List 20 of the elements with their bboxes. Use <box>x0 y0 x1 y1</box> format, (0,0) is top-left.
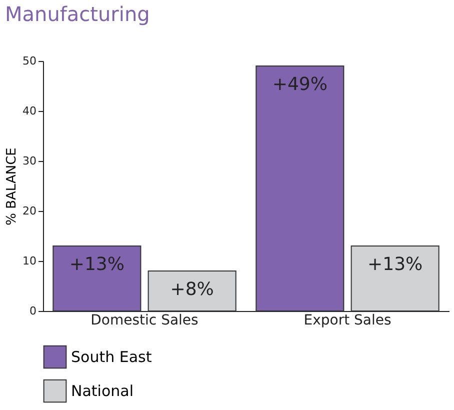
data-label: +13% <box>69 254 124 275</box>
legend-label: National <box>71 382 134 400</box>
x-tick-label: Domestic Sales <box>90 312 198 328</box>
bar <box>52 246 142 312</box>
bar <box>148 270 236 312</box>
y-tick-label: 10 <box>22 254 36 268</box>
x-tick-label: Export Sales <box>304 312 392 328</box>
data-label: +13% <box>368 254 423 275</box>
y-tick-label: 20 <box>22 204 36 218</box>
bar <box>350 246 440 312</box>
bar <box>256 66 344 312</box>
y-tick-label: 0 <box>30 304 36 318</box>
data-label: +49% <box>272 74 328 95</box>
legend-label: South East <box>71 348 152 366</box>
y-tick-label: 50 <box>22 54 36 68</box>
y-tick-label: 30 <box>22 154 36 168</box>
chart-title: Manufacturing <box>5 2 150 26</box>
data-label: +8% <box>170 279 214 300</box>
y-tick-label: 40 <box>22 104 36 118</box>
y-axis-title: % BALANCE <box>4 148 20 226</box>
